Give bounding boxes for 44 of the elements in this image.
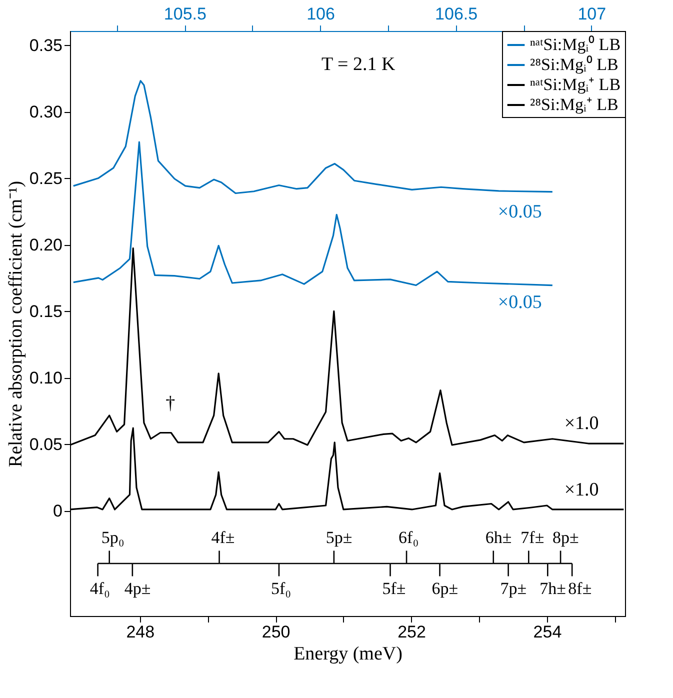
y-tick-label: 0	[53, 501, 62, 520]
y-tick-label: 0.25	[29, 168, 62, 188]
x2-tick-label: 107	[578, 4, 606, 24]
annotation: 4p±	[124, 579, 151, 598]
legend-label: ⁿᵃᵗSi:Mgᵢ⁺ LB	[530, 75, 621, 94]
y-tick-label: 0.05	[29, 434, 62, 454]
annotation: 6f₀	[398, 528, 419, 547]
x-tick-label: 254	[533, 622, 562, 642]
annotation: ×0.05	[498, 202, 542, 223]
y-tick-label: 0.10	[29, 368, 62, 388]
annotation: 5f±	[382, 579, 406, 598]
annotation: ×1.0	[564, 413, 599, 434]
line-series	[72, 141, 554, 286]
annotation: 5f₀	[270, 579, 292, 598]
annotation: 7h±	[540, 579, 566, 598]
annotation: 5p₀	[101, 528, 124, 547]
y-tick-label: 0.15	[29, 302, 62, 321]
annotation: T = 2.1 K	[322, 54, 396, 75]
legend-label: ⁿᵃᵗSi:Mgᵢ⁰ LB	[530, 35, 621, 54]
annotation: 5p±	[326, 528, 352, 547]
annotation: 4f₀	[90, 579, 110, 598]
legend-label: ²⁸Si:Mgᵢ⁰ LB	[530, 55, 618, 74]
annotation: ×1.0	[564, 480, 599, 501]
annotation: 7p±	[500, 579, 527, 598]
y-axis-title: Relative absorption coefficient (cm⁻¹)	[5, 180, 26, 468]
annotation: 8p±	[552, 528, 579, 547]
annotation: 6p±	[432, 579, 458, 598]
x-tick-label: 250	[262, 622, 290, 642]
x-tick-label: 248	[126, 622, 155, 642]
y-tick-label: 0.30	[29, 102, 62, 122]
annotation: 4f±	[211, 528, 235, 547]
annotation: 7f±	[520, 528, 544, 547]
x2-tick-label: 106.5	[435, 4, 478, 24]
legend-label: ²⁸Si:Mgᵢ⁺ LB	[530, 95, 618, 114]
annotation: ×0.05	[498, 292, 542, 314]
y-tick-label: 0.35	[29, 36, 62, 55]
x-axis-title: Energy (meV)	[294, 644, 402, 664]
annotation: 8f±	[568, 579, 592, 598]
x-tick-label: 252	[398, 622, 426, 642]
y-tick-label: 0.20	[29, 235, 62, 254]
x2-tick-label: 105.5	[164, 4, 206, 24]
x2-tick-label: 106	[306, 4, 335, 24]
annotation: †	[166, 393, 176, 414]
annotation: 6h±	[485, 528, 512, 547]
